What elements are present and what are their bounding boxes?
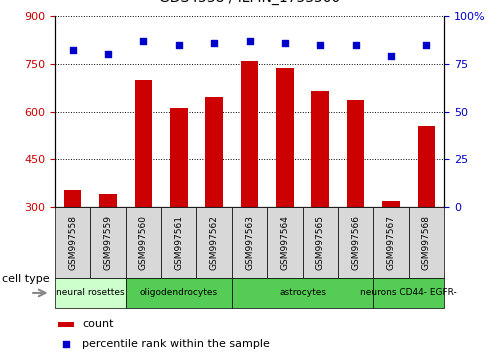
Text: GSM997560: GSM997560: [139, 215, 148, 270]
Point: [316, 42, 324, 47]
Point: [68, 47, 76, 53]
Bar: [311, 91, 329, 207]
Bar: [276, 68, 294, 207]
FancyBboxPatch shape: [197, 207, 232, 278]
Text: GSM997562: GSM997562: [210, 215, 219, 270]
Point: [352, 42, 360, 47]
Text: GDS4538 / ILMN_1753500: GDS4538 / ILMN_1753500: [159, 0, 340, 5]
FancyBboxPatch shape: [232, 278, 373, 308]
FancyBboxPatch shape: [126, 207, 161, 278]
Text: GSM997567: GSM997567: [387, 215, 396, 270]
Text: GSM997566: GSM997566: [351, 215, 360, 270]
Text: GSM997561: GSM997561: [174, 215, 183, 270]
Text: cell type: cell type: [2, 274, 50, 284]
Bar: [382, 201, 400, 207]
Text: count: count: [82, 319, 114, 329]
Text: astrocytes: astrocytes: [279, 289, 326, 297]
Bar: [347, 100, 364, 207]
Point: [387, 53, 395, 59]
FancyBboxPatch shape: [232, 207, 267, 278]
FancyBboxPatch shape: [161, 207, 197, 278]
Point: [210, 40, 218, 46]
Point: [62, 341, 70, 347]
FancyBboxPatch shape: [373, 207, 409, 278]
Text: GSM997564: GSM997564: [280, 215, 289, 270]
Point: [139, 38, 147, 44]
Bar: [135, 80, 152, 207]
Point: [104, 51, 112, 57]
Text: neural rosettes: neural rosettes: [56, 289, 125, 297]
Bar: [99, 194, 117, 207]
FancyBboxPatch shape: [373, 278, 444, 308]
Text: oligodendrocytes: oligodendrocytes: [140, 289, 218, 297]
Text: GSM997568: GSM997568: [422, 215, 431, 270]
FancyBboxPatch shape: [302, 207, 338, 278]
Bar: [418, 126, 435, 207]
Bar: [205, 97, 223, 207]
FancyBboxPatch shape: [126, 278, 232, 308]
Text: GSM997558: GSM997558: [68, 215, 77, 270]
Bar: [57, 322, 74, 327]
Point: [246, 38, 253, 44]
FancyBboxPatch shape: [90, 207, 126, 278]
FancyBboxPatch shape: [409, 207, 444, 278]
Text: GSM997563: GSM997563: [245, 215, 254, 270]
FancyBboxPatch shape: [267, 207, 302, 278]
Text: GSM997559: GSM997559: [103, 215, 112, 270]
FancyBboxPatch shape: [338, 207, 373, 278]
Text: neurons CD44- EGFR-: neurons CD44- EGFR-: [360, 289, 457, 297]
Bar: [170, 108, 188, 207]
Point: [175, 42, 183, 47]
Bar: [64, 189, 81, 207]
FancyBboxPatch shape: [55, 207, 90, 278]
Text: percentile rank within the sample: percentile rank within the sample: [82, 339, 270, 349]
Point: [423, 42, 431, 47]
Bar: [241, 61, 258, 207]
FancyBboxPatch shape: [55, 278, 126, 308]
Point: [281, 40, 289, 46]
Text: GSM997565: GSM997565: [316, 215, 325, 270]
